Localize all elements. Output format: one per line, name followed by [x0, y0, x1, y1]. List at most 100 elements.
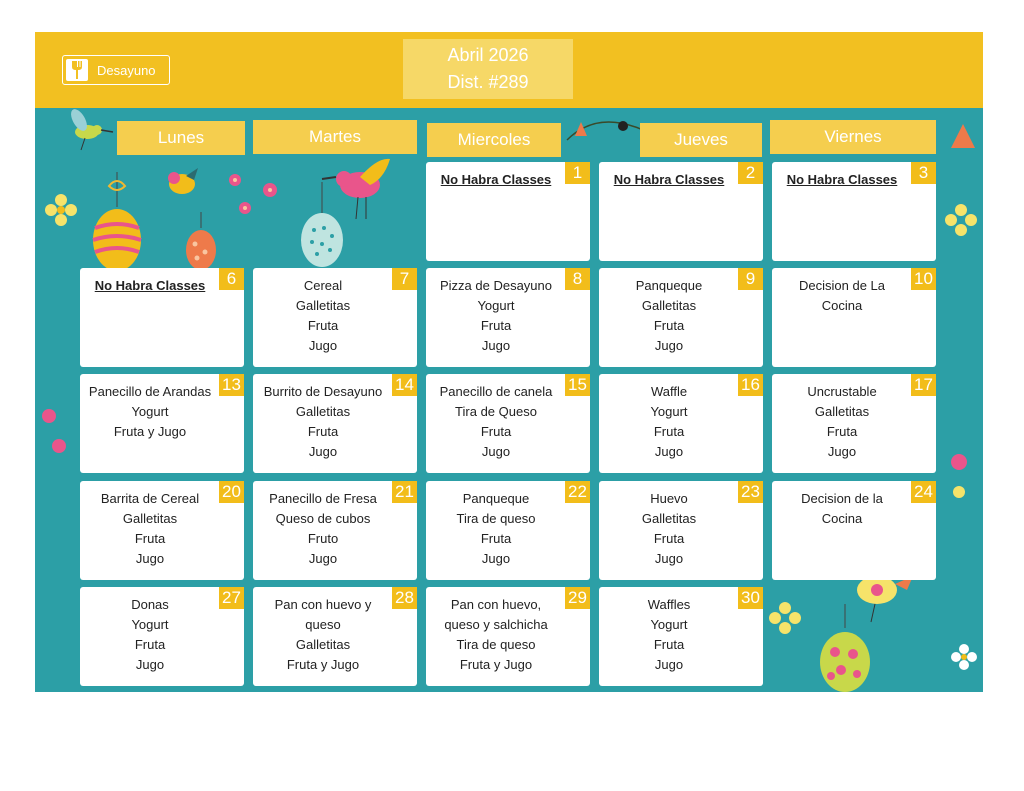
menu-item: Panecillo de canela: [439, 384, 553, 399]
menu-item: Yogurt: [131, 617, 169, 632]
flower-icon: [45, 194, 77, 226]
menu-item: Jugo: [827, 444, 857, 459]
day-cell-29: 29 Pan con huevo, queso y salchicha Tira…: [426, 587, 590, 686]
day-cell-20: 20 Barrita de Cereal Galletitas Fruta Ju…: [80, 481, 244, 580]
menu-item: Fruta y Jugo: [459, 657, 533, 672]
bird-icon: [168, 168, 198, 194]
easter-egg-icon: [820, 604, 870, 692]
menu-item: Galletitas: [295, 404, 351, 419]
menu-item: Waffles: [647, 597, 691, 612]
menu-item: Tira de Queso: [455, 404, 537, 419]
day-number: 6: [219, 268, 244, 290]
menu-item: Jugo: [654, 551, 684, 566]
menu-item: Cocina: [821, 511, 863, 526]
menu-item: Jugo: [481, 551, 511, 566]
day-cell-24: 24 Decision de la Cocina: [772, 481, 936, 580]
menu-item: Galletitas: [814, 404, 870, 419]
day-cell-22: 22 Panqueque Tira de queso Fruta Jugo: [426, 481, 590, 580]
day-cell-8: 8 Pizza de Desayuno Yogurt Fruta Jugo: [426, 268, 590, 367]
menu-item: Fruta: [480, 318, 512, 333]
menu-item: Fruta: [826, 424, 858, 439]
day-number: 27: [219, 587, 244, 609]
meal-badge: Desayuno: [62, 55, 170, 85]
day-cell-21: 21 Panecillo de Fresa Queso de cubos Fru…: [253, 481, 417, 580]
day-header-tuesday: Martes: [253, 120, 417, 154]
menu-item: Jugo: [654, 338, 684, 353]
menu-item: Yogurt: [477, 298, 515, 313]
menu-item: Yogurt: [650, 617, 688, 632]
menu-item: No Habra Classes: [440, 172, 552, 187]
day-cell-10: 10 Decision de La Cocina: [772, 268, 936, 367]
day-cell-30: 30 Waffles Yogurt Fruta Jugo: [599, 587, 763, 686]
day-cell-1: 1 No Habra Classes: [426, 162, 590, 261]
header-bar: Desayuno Abril 2026 Dist. #289: [35, 32, 983, 108]
menu-item: Waffle: [650, 384, 688, 399]
meal-label: Desayuno: [97, 62, 156, 78]
menu-item: Fruta: [307, 424, 339, 439]
day-cell-14: 14 Burrito de Desayuno Galletitas Fruta …: [253, 374, 417, 473]
day-cell-9: 9 Panqueque Galletitas Fruta Jugo: [599, 268, 763, 367]
menu-item: Panecillo de Arandas: [88, 384, 212, 399]
menu-item: Panqueque: [635, 278, 703, 293]
menu-item: Yogurt: [650, 404, 688, 419]
flower-icon: [229, 174, 277, 214]
flower-icon: [566, 121, 644, 141]
flower-icon: [951, 644, 977, 670]
day-header-friday: Viernes: [770, 120, 936, 154]
menu-item: Pan con huevo,: [450, 597, 542, 612]
day-cell-28: 28 Pan con huevo y queso Galletitas Frut…: [253, 587, 417, 686]
day-cell-17: 17 Uncrustable Galletitas Fruta Jugo: [772, 374, 936, 473]
menu-item: Decision de la: [801, 491, 883, 506]
flower-icon: [951, 454, 967, 498]
day-cell-3: 3 No Habra Classes: [772, 162, 936, 261]
menu-item: Fruta: [480, 531, 512, 546]
day-number: 10: [911, 268, 936, 290]
menu-item: Fruta: [653, 424, 685, 439]
menu-item: Yogurt: [131, 404, 169, 419]
menu-item: queso: [305, 617, 341, 632]
day-header-wednesday: Miercoles: [427, 123, 561, 157]
day-cell-6: 6 No Habra Classes: [80, 268, 244, 367]
easter-egg-icon: [92, 172, 142, 271]
menu-item: Fruta: [134, 637, 166, 652]
menu-item: Decision de La: [799, 278, 885, 293]
day-header-thursday: Jueves: [640, 123, 762, 157]
menu-item: queso y salchicha: [444, 617, 548, 632]
fork-icon: [66, 59, 88, 81]
day-number: 24: [911, 481, 936, 503]
menu-item: Pizza de Desayuno: [439, 278, 552, 293]
menu-item: Fruta: [653, 637, 685, 652]
menu-item: Donas: [131, 597, 169, 612]
district: Dist. #289: [447, 72, 529, 92]
menu-item: Jugo: [481, 338, 511, 353]
day-number: 30: [738, 587, 763, 609]
menu-item: Fruta: [307, 318, 339, 333]
day-number: 16: [738, 374, 763, 396]
menu-sheet: Desayuno Abril 2026 Dist. #289 Lunes Mar…: [35, 32, 983, 692]
menu-item: Jugo: [135, 551, 165, 566]
menu-item: Cocina: [821, 298, 863, 313]
menu-item: Fruta: [653, 531, 685, 546]
menu-item: No Habra Classes: [786, 172, 898, 187]
day-number: 7: [392, 268, 417, 290]
menu-item: Jugo: [135, 657, 165, 672]
menu-item: Galletitas: [295, 637, 351, 652]
title-box: Abril 2026 Dist. #289: [403, 39, 573, 99]
menu-item: Fruta: [134, 531, 166, 546]
menu-item: Panqueque: [462, 491, 530, 506]
menu-item: Tira de queso: [456, 511, 536, 526]
menu-item: Burrito de Desayuno: [263, 384, 383, 399]
menu-item: Galletitas: [122, 511, 178, 526]
day-number: 15: [565, 374, 590, 396]
menu-item: Galletitas: [641, 511, 697, 526]
day-cell-13: 13 Panecillo de Arandas Yogurt Fruta y J…: [80, 374, 244, 473]
menu-item: Jugo: [654, 444, 684, 459]
menu-item: Tira de queso: [456, 637, 536, 652]
day-number: 1: [565, 162, 590, 184]
menu-item: Panecillo de Fresa: [269, 491, 377, 506]
day-number: 3: [911, 162, 936, 184]
menu-item: Jugo: [308, 551, 338, 566]
month-year: Abril 2026: [447, 45, 529, 65]
day-number: 29: [565, 587, 590, 609]
day-number: 8: [565, 268, 590, 290]
